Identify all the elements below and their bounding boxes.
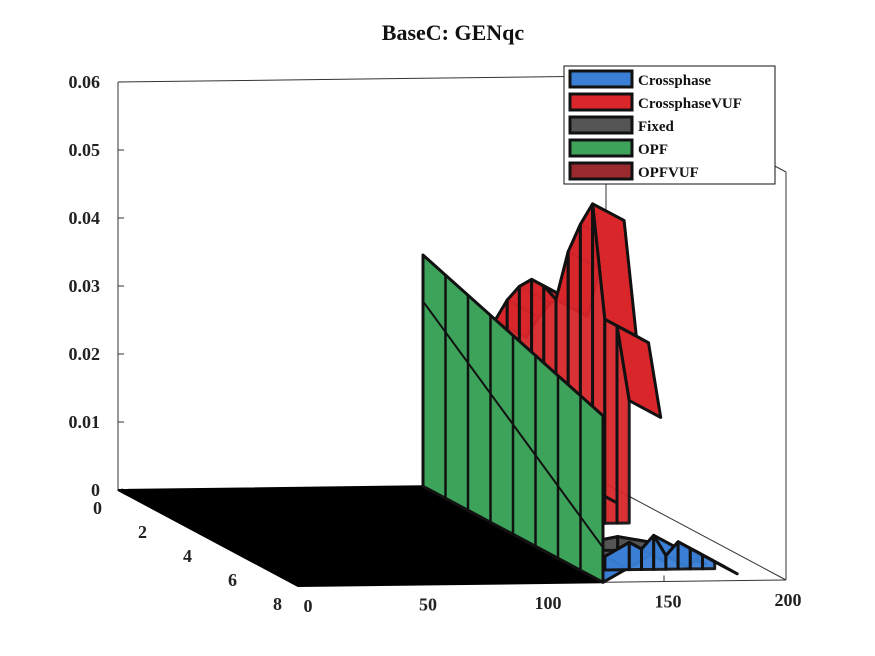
legend-label: OPFVUF xyxy=(638,165,699,181)
surface-wall xyxy=(701,553,717,571)
axis-edge-line xyxy=(117,75,607,83)
y-tick-label: 0 xyxy=(93,498,102,518)
z-tick-label: 0.02 xyxy=(69,344,101,364)
legend-swatch xyxy=(568,161,634,181)
legend-label: Fixed xyxy=(638,119,674,135)
z-tick-label: 0.01 xyxy=(69,412,101,432)
y-tick-label: 4 xyxy=(183,546,192,566)
legend-item-crossphasevuf: CrossphaseVUF xyxy=(568,92,742,112)
surfaces-group xyxy=(117,202,739,588)
legend-item-opfvuf: OPFVUF xyxy=(568,161,699,181)
mesh-line xyxy=(422,300,604,549)
legend-swatch xyxy=(568,92,634,112)
legend-swatch xyxy=(568,138,634,158)
x-tick-label: 200 xyxy=(775,590,802,610)
legend-item-opf: OPF xyxy=(568,138,668,158)
z-tick-label: 0 xyxy=(91,480,100,500)
surface-wall xyxy=(627,540,643,572)
y-axis-ticks: 0 2 4 6 8 xyxy=(93,498,282,614)
series-crossphase-surface xyxy=(579,533,739,584)
z-tick-label: 0.06 xyxy=(69,72,101,92)
z-tick-label: 0.05 xyxy=(69,140,101,160)
z-axis-ticks: 0 0.01 0.02 0.03 0.04 0.05 0.06 xyxy=(69,72,101,500)
y-tick-label: 6 xyxy=(228,570,237,590)
legend-item-fixed: Fixed xyxy=(568,115,674,135)
y-tick-label: 2 xyxy=(138,522,147,542)
x-axis-ticks: 0 50 100 150 200 xyxy=(304,590,802,616)
legend: Crossphase CrossphaseVUF Fixed OPF OPFVU… xyxy=(563,65,776,185)
series-opf-surface xyxy=(421,253,605,584)
z-tick-label: 0.04 xyxy=(69,208,101,228)
x-tick-label: 100 xyxy=(535,593,562,613)
legend-label: CrossphaseVUF xyxy=(638,96,742,112)
x-tick-label: 0 xyxy=(304,596,313,616)
x-tick-label: 150 xyxy=(655,592,682,612)
legend-label: OPF xyxy=(638,142,668,158)
z-tick-label: 0.03 xyxy=(69,276,101,296)
chart-title: BaseC: GENqc xyxy=(382,20,525,45)
x-tick-label: 50 xyxy=(419,595,437,615)
legend-swatch xyxy=(568,115,634,135)
y-tick-label: 8 xyxy=(273,594,282,614)
legend-swatch xyxy=(568,69,634,89)
surface-wall xyxy=(676,540,692,571)
surface-wall xyxy=(688,547,704,571)
surface-wall xyxy=(603,317,619,525)
legend-item-crossphase: Crossphase xyxy=(568,69,711,89)
surface-wall xyxy=(615,324,631,525)
legend-label: Crossphase xyxy=(638,73,711,89)
axis-edge-line xyxy=(605,483,787,581)
